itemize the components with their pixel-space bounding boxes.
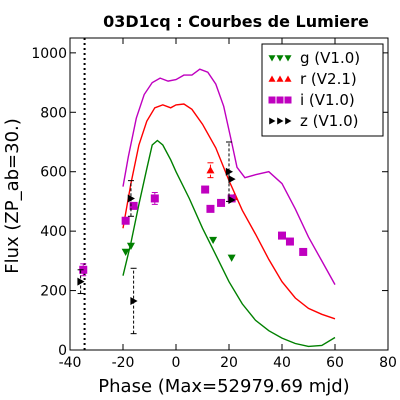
model-curve-0 (122, 139, 336, 348)
x-tick-label: -20 (112, 355, 135, 371)
legend-marker-0 (276, 55, 284, 62)
data-point-2-5 (206, 204, 215, 213)
data-point-2-1 (121, 216, 130, 225)
legend-entry-0: g (V1.0) (300, 49, 360, 67)
data-point-2-4 (201, 185, 210, 194)
data-point-3-0 (77, 277, 85, 286)
data-point-3-4 (228, 175, 236, 184)
x-tick-label: 60 (326, 355, 344, 371)
legend-entry-2: i (V1.0) (300, 91, 355, 109)
data-point-3-2 (130, 296, 138, 305)
y-tick-label: 1000 (31, 46, 67, 62)
x-tick-label: 40 (273, 355, 291, 371)
y-tick-label: 400 (40, 224, 67, 240)
data-point-1-0 (206, 166, 215, 174)
legend-marker-1 (276, 75, 284, 82)
legend-marker-3 (269, 117, 276, 125)
model-curve-1 (122, 103, 336, 320)
legend-marker-0 (268, 55, 276, 62)
legend-marker-0 (284, 55, 292, 62)
data-point-3-5 (228, 195, 236, 204)
data-point-2-6 (217, 198, 226, 207)
legend-marker-2 (268, 96, 276, 104)
legend-marker-2 (276, 96, 284, 104)
data-point-3-1 (127, 194, 135, 203)
legend-entry-3: z (V1.0) (300, 112, 358, 130)
y-tick-label: 600 (40, 165, 67, 181)
data-point-2-9 (285, 237, 294, 246)
y-tick-label: 0 (58, 343, 67, 359)
x-tick-label: 0 (172, 355, 181, 371)
y-tick-label: 200 (40, 284, 67, 300)
y-tick-label: 800 (40, 105, 67, 121)
data-point-2-8 (278, 231, 286, 240)
chart-title: 03D1cq : Courbes de Lumiere (103, 12, 369, 31)
legend: g (V1.0) r (V2.1) i (V1.0) z (V1.0) (261, 43, 384, 137)
legend-marker-2 (284, 96, 292, 104)
data-point-0-0 (121, 248, 130, 256)
legend-entry-1: r (V2.1) (300, 70, 357, 88)
data-point-2-2 (129, 201, 138, 210)
data-point-0-2 (209, 236, 218, 245)
legend-marker-1 (284, 75, 292, 82)
x-axis-label: Phase (Max=52979.69 mjd) (98, 376, 349, 397)
model-curve-2 (122, 68, 336, 285)
data-point-2-10 (299, 247, 308, 256)
data-point-0-3 (227, 254, 236, 262)
legend-marker-3 (285, 117, 292, 125)
data-point-0-1 (126, 242, 135, 250)
data-point-3-3 (225, 167, 233, 176)
x-tick-label: -40 (59, 355, 82, 371)
legend-marker-1 (268, 75, 276, 82)
x-tick-label: 80 (379, 355, 397, 371)
data-point-2-3 (150, 194, 159, 203)
x-tick-label: 20 (220, 355, 238, 371)
legend-marker-3 (277, 117, 284, 125)
y-axis-label: Flux (ZP_ab=30.) (2, 118, 23, 274)
